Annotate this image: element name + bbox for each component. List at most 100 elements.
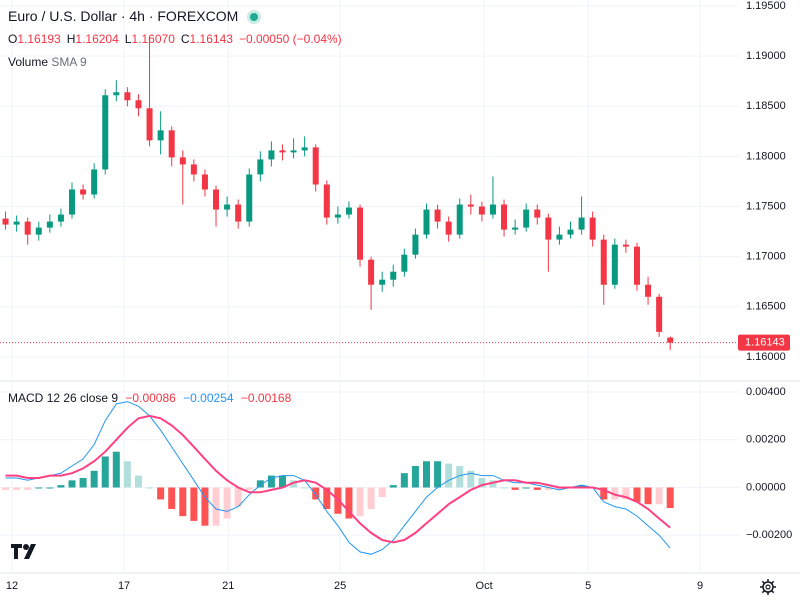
histogram-bar [422, 461, 430, 488]
y-tick-label: 1.19500 [746, 0, 786, 12]
y-tick-label: 0.00200 [746, 434, 786, 446]
histogram-bar [666, 487, 674, 509]
histogram-bar [278, 475, 286, 488]
candle-body [157, 130, 164, 141]
last-price-box [738, 334, 790, 351]
candle-body [512, 227, 519, 230]
candle-body [246, 174, 253, 222]
histogram-bar [234, 487, 242, 507]
candle-body [412, 234, 419, 255]
candle-body [556, 234, 563, 240]
histogram-bar [356, 487, 364, 517]
histogram-bar [123, 461, 131, 488]
candle-body [323, 184, 330, 218]
candle-body [345, 207, 352, 215]
histogram-bar [223, 487, 231, 519]
candle-body [268, 150, 275, 160]
y-tick-label: 1.18500 [746, 100, 786, 112]
y-tick-label: 1.16000 [746, 351, 786, 363]
histogram-bar [2, 487, 10, 490]
candle-body [301, 147, 308, 151]
histogram-bar [555, 487, 563, 490]
histogram-bar [256, 480, 264, 488]
histogram-bar [212, 487, 220, 526]
candle-body [113, 92, 120, 96]
histogram-bar [600, 487, 608, 500]
candle-body [478, 206, 485, 215]
settings-gear[interactable] [758, 577, 778, 597]
histogram-bar [478, 477, 486, 488]
y-tick-label: 0.00000 [746, 481, 786, 493]
candle-body [135, 100, 142, 109]
candle-body [445, 221, 452, 235]
macd-legend[interactable]: MACD 12 26 close 9 −0.00086 −0.00254 −0.… [8, 391, 291, 405]
histogram-bar [456, 466, 464, 488]
histogram-bar [511, 487, 519, 490]
y-tick-label: 1.18000 [746, 150, 786, 162]
candle-body [489, 204, 496, 215]
histogram-bar [578, 485, 586, 488]
candle-body [611, 244, 618, 285]
histogram-bar [68, 480, 76, 488]
histogram-bar [13, 487, 21, 490]
candle-body [146, 108, 153, 141]
histogram-bar [267, 475, 275, 488]
histogram-bar [378, 487, 386, 498]
histogram-bar [112, 451, 120, 488]
candle-body [201, 174, 208, 190]
ohlc-label: H [66, 32, 76, 46]
candle-body [80, 189, 87, 195]
candle-body [401, 254, 408, 272]
volume-legend[interactable]: Volume SMA 9 [8, 55, 87, 69]
histogram-bar [101, 456, 109, 488]
tradingview-logo[interactable] [10, 541, 40, 561]
histogram-bar [644, 487, 652, 505]
candle-body [257, 159, 264, 175]
candle-body [224, 204, 231, 210]
ohlc-value: 1.16070 [131, 32, 175, 46]
signal-value: −0.00168 [240, 391, 292, 405]
histogram-bar [90, 470, 98, 488]
ohlc-value: 1.16193 [17, 32, 61, 46]
histogram-bar [24, 487, 32, 490]
histogram-bar [35, 487, 43, 489]
ohlc-label: C [180, 32, 190, 46]
candle-body [279, 150, 286, 153]
histogram-bar [290, 480, 298, 488]
candle-body [456, 204, 463, 235]
candle-body [523, 209, 530, 228]
histogram-bar [134, 475, 142, 488]
candle-body [645, 284, 652, 297]
candle-body [633, 246, 640, 285]
histogram-value: −0.00086 [125, 391, 176, 405]
candle-body [46, 221, 53, 228]
last-price-label: 1.16143 [745, 337, 785, 349]
histogram-bar [146, 487, 154, 489]
candle-body [434, 209, 441, 222]
macd-value: −0.00254 [183, 391, 234, 405]
histogram-bar [655, 487, 663, 505]
candle-body [235, 204, 242, 222]
candle-body [69, 189, 76, 215]
candle-body [379, 279, 386, 285]
candle-body [467, 204, 474, 207]
candle-body [334, 214, 341, 218]
market-status-dot [250, 13, 259, 21]
candle-body [589, 217, 596, 240]
histogram-bar [445, 463, 453, 488]
ohlc-value: 1.16204 [75, 32, 119, 46]
candle-body [190, 164, 197, 175]
candle-body [501, 204, 508, 230]
candle-body [390, 271, 397, 280]
histogram-bar [201, 487, 209, 526]
candle-body [667, 337, 674, 343]
histogram-bar [522, 487, 530, 489]
candle-body [567, 229, 574, 235]
candle-body [91, 169, 98, 195]
histogram-bar [190, 487, 198, 521]
signal-line [5, 414, 671, 544]
ohlc-label: O [8, 32, 18, 46]
histogram-bar [245, 487, 253, 490]
